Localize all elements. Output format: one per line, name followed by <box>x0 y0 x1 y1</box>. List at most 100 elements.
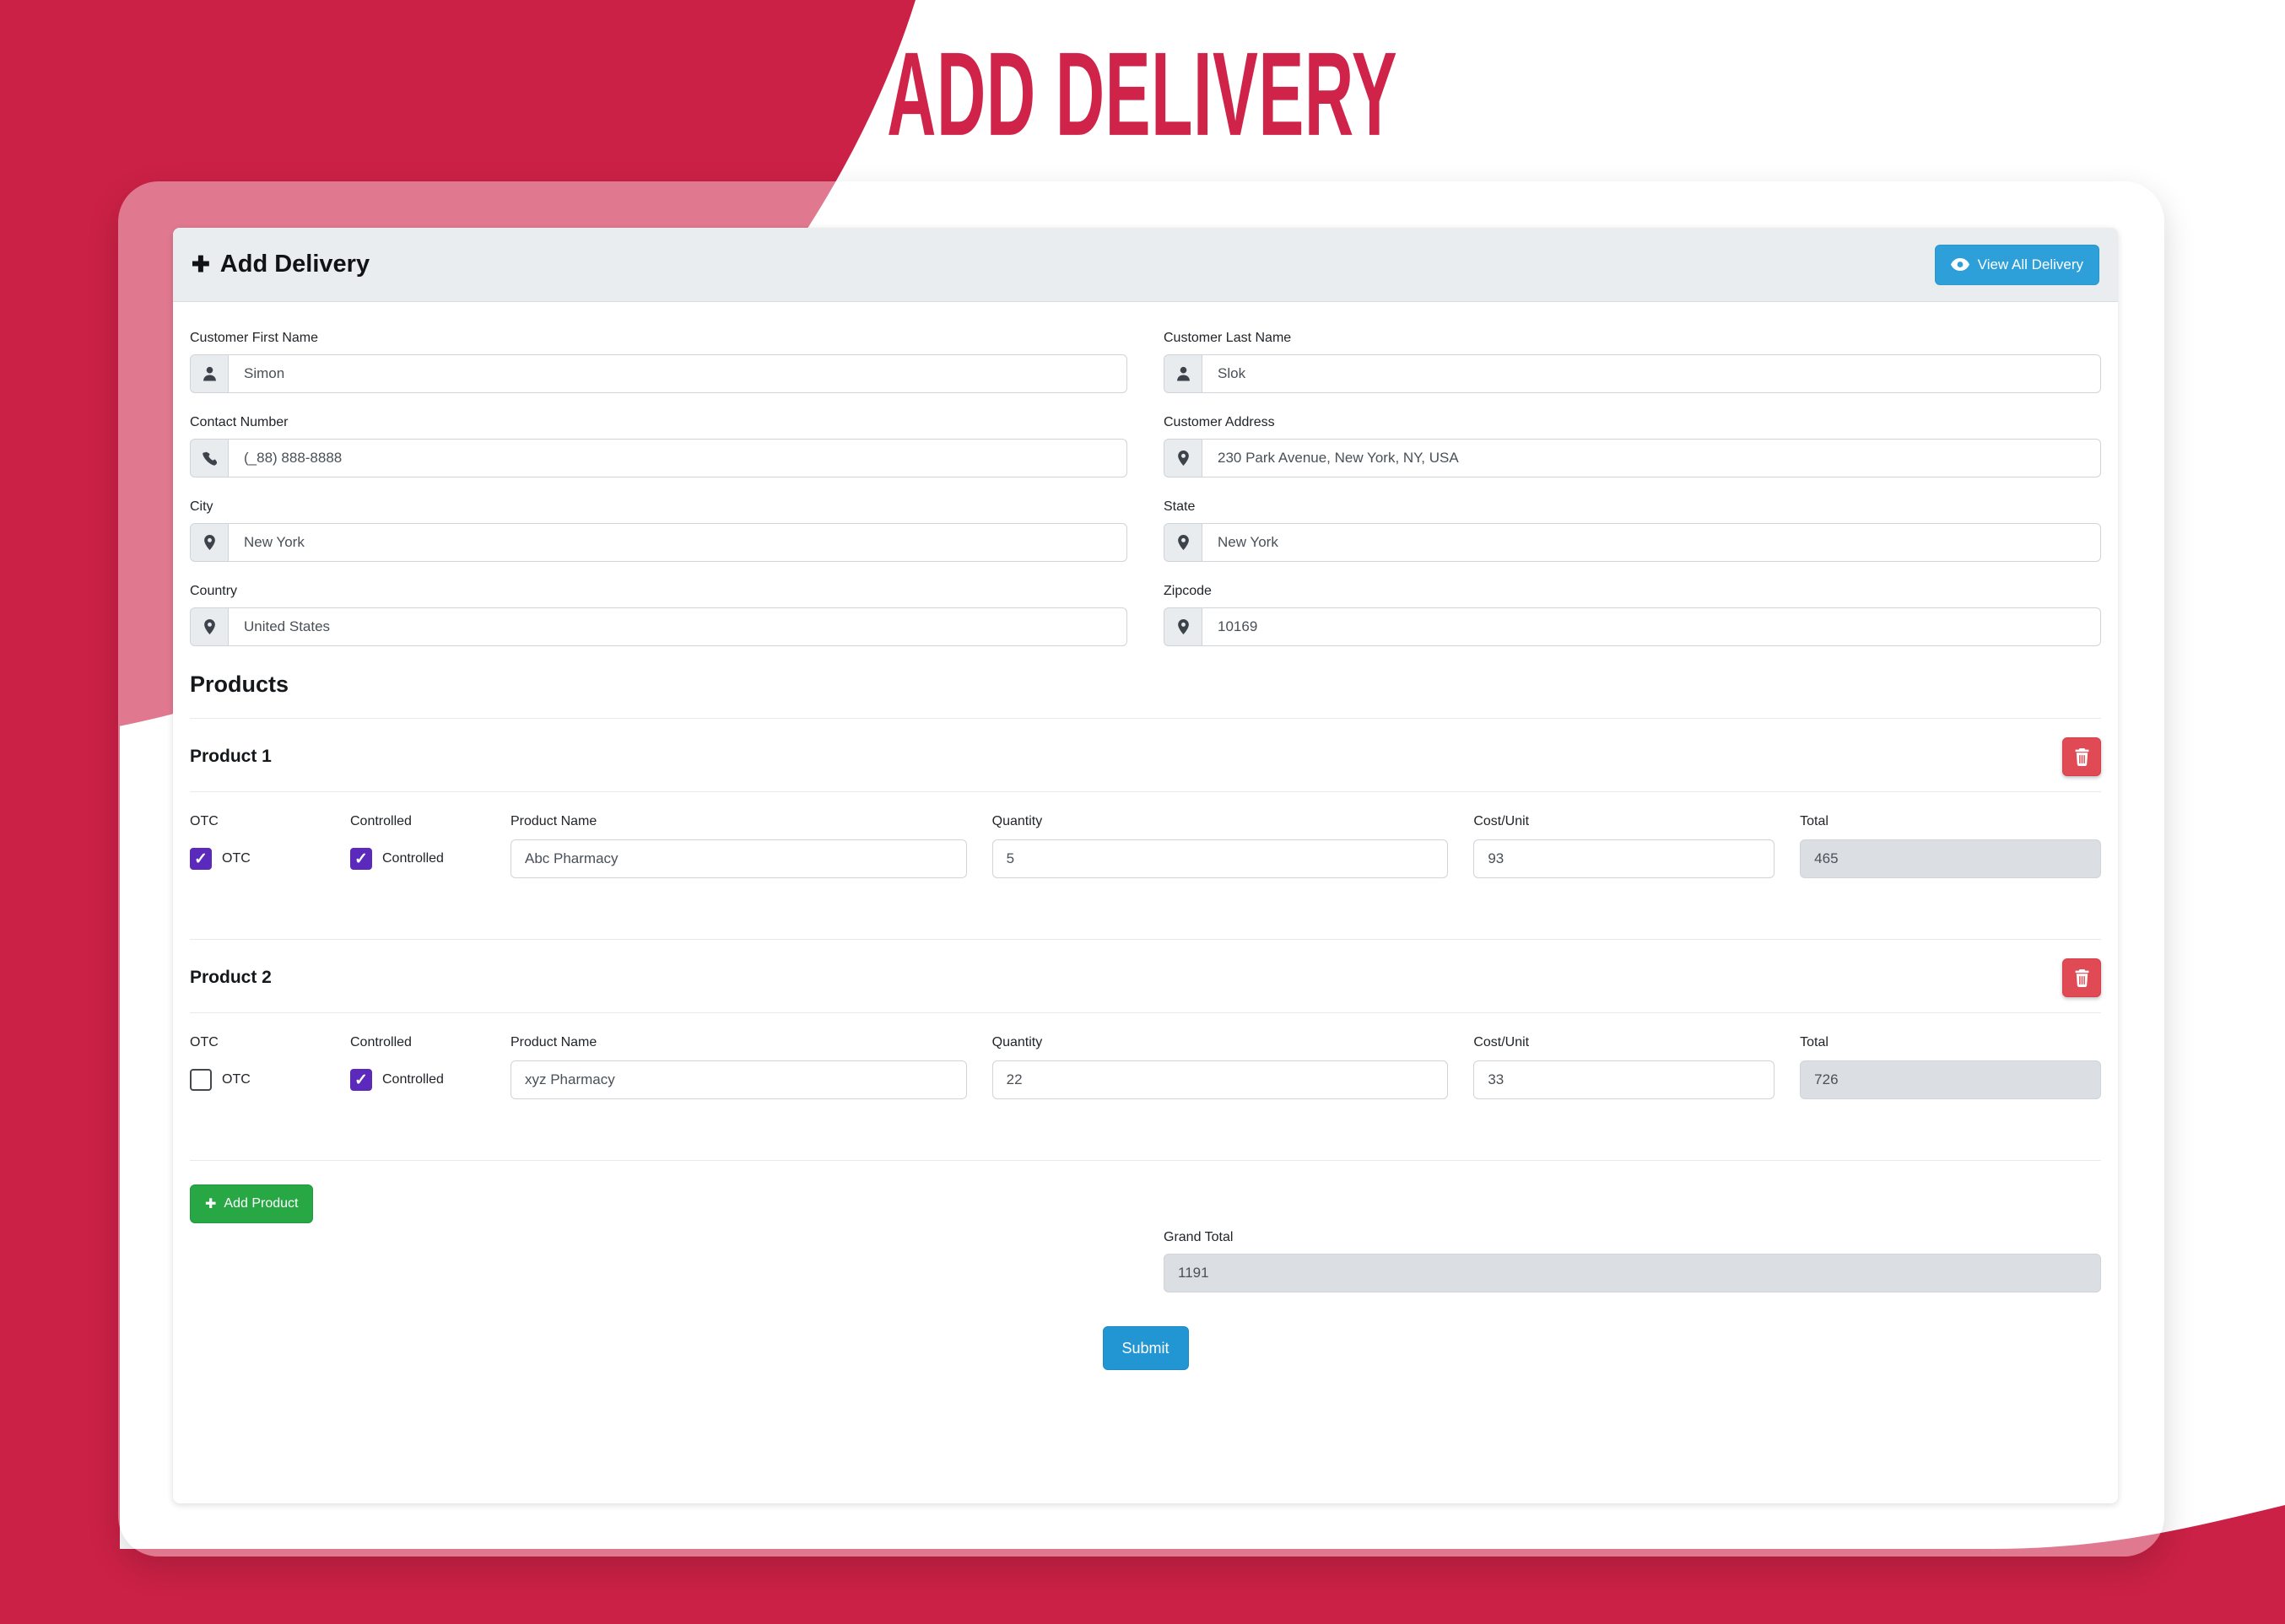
cost-unit-column-label: Cost/Unit <box>1473 1035 1530 1049</box>
product-1-name-input[interactable] <box>510 839 967 878</box>
product-2-total-input <box>1800 1060 2101 1099</box>
zipcode-input[interactable] <box>1202 607 2101 646</box>
trash-icon <box>2075 747 2088 766</box>
cost-unit-column-label: Cost/Unit <box>1473 814 1530 828</box>
product-1-cost-col: Cost/Unit <box>1473 814 1775 878</box>
add-product-button[interactable]: ✚ Add Product <box>190 1184 314 1223</box>
card-header: ✚ Add Delivery View All Delivery <box>173 228 2118 302</box>
product-2-total-col: Total <box>1800 1035 2101 1099</box>
otc-column-label: OTC <box>190 814 219 828</box>
otc-checkbox-label: OTC <box>222 851 251 866</box>
customer-fields-grid: Customer First Name Customer Last Name <box>190 331 2101 646</box>
product-section-2: Product 2 OTC ✓ <box>190 940 2101 1161</box>
controlled-checkbox-label: Controlled <box>382 851 444 866</box>
input-group <box>190 354 1127 393</box>
field-customer-last-name: Customer Last Name <box>1164 331 2101 393</box>
map-pin-icon <box>1164 523 1202 562</box>
left-red-strip <box>0 726 120 1561</box>
add-product-label: Add Product <box>224 1196 299 1211</box>
field-customer-first-name: Customer First Name <box>190 331 1127 393</box>
delete-product-1-button[interactable] <box>2062 737 2101 776</box>
submit-row: Submit <box>190 1326 2101 1370</box>
field-zipcode: Zipcode <box>1164 584 2101 646</box>
card-title-text: Add Delivery <box>219 251 370 278</box>
total-column-label: Total <box>1800 1035 1829 1049</box>
submit-button[interactable]: Submit <box>1102 1326 1189 1370</box>
product-1-title: Product 1 <box>190 747 272 766</box>
product-2-controlled-col: Controlled ✓ Controlled <box>350 1035 485 1099</box>
contact-number-input[interactable] <box>228 439 1127 477</box>
field-contact-number: Contact Number <box>190 415 1127 477</box>
product-2-fields: OTC ✓ OTC Controlled ✓ Controlled <box>190 1013 2101 1106</box>
card-body: Customer First Name Customer Last Name <box>173 302 2118 1370</box>
customer-address-input[interactable] <box>1202 439 2101 477</box>
product-2-title: Product 2 <box>190 968 272 987</box>
add-delivery-card: ✚ Add Delivery View All Delivery Custome… <box>173 228 2118 1503</box>
page-title: ADD DELIVERY <box>887 27 1398 161</box>
plus-icon: ✚ <box>192 251 210 277</box>
otc-checkbox[interactable]: ✓ <box>190 848 212 870</box>
product-1-quantity-input[interactable] <box>991 839 1449 878</box>
products-heading: Products <box>190 672 289 697</box>
map-pin-icon <box>1164 439 1202 477</box>
input-group <box>190 523 1127 562</box>
product-1-quantity-col: Quantity <box>991 814 1449 878</box>
user-icon <box>190 354 229 393</box>
field-label: Customer Address <box>1164 415 1275 429</box>
quantity-column-label: Quantity <box>991 1035 1043 1049</box>
controlled-checkbox-label: Controlled <box>382 1072 444 1087</box>
controlled-checkbox[interactable]: ✓ <box>350 1069 372 1091</box>
product-1-controlled-col: Controlled ✓ Controlled <box>350 814 485 878</box>
field-label: City <box>190 499 213 514</box>
grand-total-cell: Grand Total <box>1164 1230 2101 1292</box>
page-title-area: ADD DELIVERY <box>0 25 2285 160</box>
otc-checkbox[interactable]: ✓ <box>190 1069 212 1091</box>
product-1-fields: OTC ✓ OTC Controlled ✓ Controlled <box>190 792 2101 885</box>
product-2-cost-input[interactable] <box>1473 1060 1775 1099</box>
product-2-quantity-input[interactable] <box>991 1060 1449 1099</box>
card-title: ✚ Add Delivery <box>192 251 370 278</box>
controlled-column-label: Controlled <box>350 814 412 828</box>
grand-total-row: Grand Total <box>190 1230 2101 1292</box>
product-section-1: Product 1 OTC ✓ <box>190 719 2101 940</box>
field-label: Customer First Name <box>190 331 319 345</box>
plus-icon: ✚ <box>205 1197 217 1211</box>
field-label: Contact Number <box>190 415 289 429</box>
field-label: State <box>1164 499 1196 514</box>
field-country: Country <box>190 584 1127 646</box>
field-label: Country <box>190 584 238 598</box>
divider <box>190 791 2101 792</box>
product-2-name-input[interactable] <box>510 1060 967 1099</box>
input-group <box>1164 523 2101 562</box>
product-2-cost-col: Cost/Unit <box>1473 1035 1775 1099</box>
product-2-otc-col: OTC ✓ OTC <box>190 1035 325 1099</box>
product-name-column-label: Product Name <box>510 814 597 828</box>
product-2-quantity-col: Quantity <box>991 1035 1449 1099</box>
trash-icon <box>2075 968 2088 987</box>
map-pin-icon <box>190 607 229 646</box>
eye-icon <box>1950 258 1969 271</box>
product-name-column-label: Product Name <box>510 1035 597 1049</box>
grand-total-label: Grand Total <box>1164 1230 1234 1244</box>
delete-product-2-button[interactable] <box>2062 958 2101 997</box>
controlled-checkbox[interactable]: ✓ <box>350 848 372 870</box>
product-1-name-col: Product Name <box>510 814 967 878</box>
customer-first-name-input[interactable] <box>228 354 1127 393</box>
state-input[interactable] <box>1202 523 2101 562</box>
city-input[interactable] <box>228 523 1127 562</box>
customer-last-name-input[interactable] <box>1202 354 2101 393</box>
phone-icon <box>190 439 229 477</box>
input-group <box>1164 607 2101 646</box>
otc-column-label: OTC <box>190 1035 219 1049</box>
country-input[interactable] <box>228 607 1127 646</box>
view-all-delivery-button[interactable]: View All Delivery <box>1934 244 2099 285</box>
input-group <box>1164 354 2101 393</box>
map-pin-icon <box>1164 607 1202 646</box>
actions-row: ✚ Add Product <box>190 1184 2101 1223</box>
input-group <box>190 439 1127 477</box>
product-1-cost-input[interactable] <box>1473 839 1775 878</box>
divider <box>190 1160 2101 1161</box>
view-all-delivery-label: View All Delivery <box>1977 256 2083 272</box>
input-group <box>190 607 1127 646</box>
product-2-header: Product 2 <box>190 940 2101 1012</box>
